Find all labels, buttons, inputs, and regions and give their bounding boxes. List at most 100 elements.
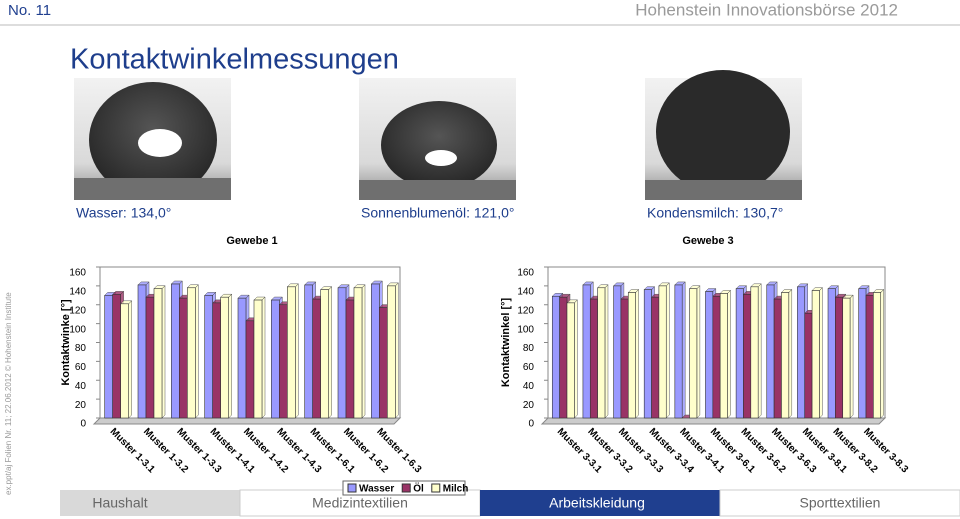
floor (92, 417, 402, 425)
bar (582, 284, 591, 419)
bar-side (604, 284, 609, 419)
photo-caption: Kondensmilch: 130,7° (647, 205, 783, 221)
y-tick-label: 160 (69, 268, 86, 279)
y-tick-label: 20 (75, 400, 87, 411)
bar (304, 284, 313, 419)
y-tick-label: 60 (75, 362, 87, 373)
bar-side (696, 285, 701, 419)
bar-side (849, 294, 854, 419)
bar (674, 284, 683, 419)
nav-tab[interactable] (60, 490, 240, 516)
bar (658, 285, 667, 419)
bar (104, 295, 113, 419)
bar-side (228, 293, 232, 419)
nav-label[interactable]: Sporttextilien (800, 495, 881, 511)
bar-side (727, 289, 731, 419)
y-tick-label: 0 (80, 419, 86, 430)
photo (74, 78, 231, 200)
bar (271, 299, 280, 419)
legend-label: Wasser (359, 484, 394, 495)
bar (253, 299, 263, 419)
y-tick-label: 60 (523, 362, 535, 373)
bar (873, 292, 882, 419)
bar-side (635, 288, 639, 419)
bar (865, 295, 874, 419)
bar (566, 302, 575, 419)
bar (137, 284, 147, 419)
bar (204, 295, 213, 419)
bar (320, 289, 329, 419)
bar (705, 291, 714, 419)
y-tick-label: 20 (523, 400, 535, 411)
nav-label[interactable]: Medizintextilien (312, 495, 408, 511)
bar (651, 296, 660, 419)
y-tick-label: 120 (69, 305, 86, 316)
legend-label: Milch (443, 484, 469, 495)
bar-side (295, 283, 299, 419)
bar (379, 307, 388, 419)
legend-label: Öl (413, 482, 424, 495)
bar (371, 283, 380, 419)
y-axis-label: Kontaktwinke [°] (60, 299, 72, 386)
bar-side (788, 288, 793, 419)
bar (153, 288, 163, 419)
slide-number: No. 11 (8, 2, 51, 19)
bar (387, 285, 396, 419)
legend-swatch (347, 483, 357, 493)
bar (212, 302, 221, 419)
side-note: ex.ppt/aj Folien Nr. 11; 22.06.2012 © Ho… (4, 292, 13, 495)
y-tick-label: 140 (69, 287, 86, 298)
floor (540, 417, 887, 425)
bar (620, 298, 629, 419)
bar (337, 287, 347, 419)
y-tick-label: 100 (517, 324, 534, 335)
bar (597, 287, 606, 419)
bar (245, 320, 255, 419)
y-tick-label: 100 (69, 324, 86, 335)
bar-side (328, 286, 332, 419)
bar (279, 304, 288, 419)
photo (645, 70, 802, 200)
bar (312, 298, 321, 419)
bar (712, 295, 721, 419)
bar (112, 294, 121, 419)
nav-label[interactable]: Arbeitskleidung (549, 495, 645, 511)
bar (187, 287, 196, 419)
bar (643, 289, 652, 419)
bar-side (757, 283, 762, 419)
bar (179, 297, 188, 419)
photo-caption: Wasser: 134,0° (76, 205, 171, 221)
bar (589, 298, 598, 419)
bar-side (880, 288, 884, 419)
bar-side (395, 282, 399, 419)
bar (827, 288, 836, 419)
legend-swatch (401, 483, 411, 493)
bar-side (574, 299, 578, 419)
nav-tab[interactable] (719, 489, 960, 517)
bar (559, 296, 568, 419)
bar (551, 295, 560, 419)
bar-side (195, 284, 199, 419)
bar (689, 288, 698, 419)
bar (750, 286, 759, 419)
bar (345, 299, 355, 419)
bar (613, 285, 622, 419)
bar (743, 294, 752, 419)
event-name: Hohenstein Innovationsbörse 2012 (635, 0, 898, 19)
bar (237, 297, 247, 419)
legend-swatch (431, 483, 441, 493)
nav-tab[interactable] (480, 490, 720, 516)
y-tick-label: 160 (517, 268, 534, 279)
bar-side (261, 296, 266, 419)
bar (220, 296, 229, 419)
bar-side (361, 284, 366, 419)
y-tick-label: 40 (523, 381, 535, 392)
bar-side (128, 300, 132, 419)
bar-side (161, 285, 166, 419)
bar (858, 288, 867, 419)
nav-label[interactable]: Haushalt (92, 495, 147, 511)
bar (171, 283, 180, 419)
bar (835, 296, 844, 419)
bar (811, 290, 820, 419)
bar (719, 293, 728, 419)
